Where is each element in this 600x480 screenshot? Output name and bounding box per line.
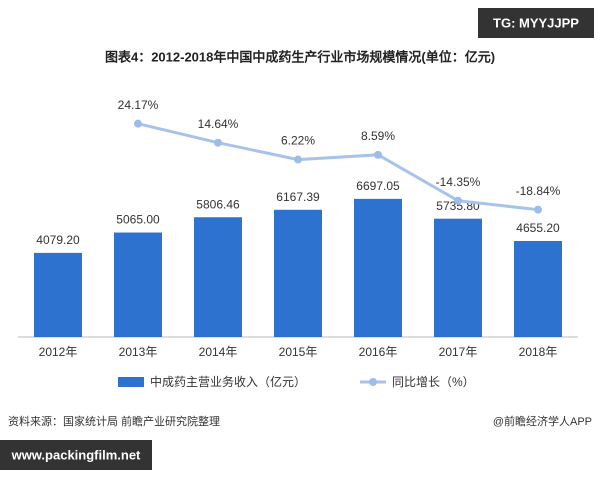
credit: @前瞻经济学人APP bbox=[493, 414, 592, 428]
data-label: 6697.05 bbox=[356, 179, 400, 193]
watermark: TG: MYYJJPP bbox=[493, 15, 579, 30]
bar bbox=[194, 217, 242, 337]
legend-swatch bbox=[369, 378, 377, 386]
legend-label: 中成药主营业务收入（亿元） bbox=[150, 374, 306, 389]
line-marker bbox=[534, 205, 542, 214]
data-label: 6167.39 bbox=[276, 190, 320, 204]
bar bbox=[354, 198, 402, 337]
bar bbox=[114, 232, 162, 337]
x-tick-label: 2017年 bbox=[439, 345, 478, 359]
x-tick-label: 2018年 bbox=[519, 345, 558, 359]
chart-title: 图表4：2012-2018年中国中成药生产行业市场规模情况(单位：亿元) bbox=[105, 49, 495, 64]
watermark-box bbox=[478, 8, 594, 38]
x-tick-label: 2014年 bbox=[199, 345, 238, 359]
data-label: 8.59% bbox=[361, 129, 395, 143]
x-tick-label: 2016年 bbox=[359, 345, 398, 359]
x-tick-label: 2013年 bbox=[119, 345, 158, 359]
x-tick-label: 2012年 bbox=[39, 345, 78, 359]
data-label: 6.22% bbox=[281, 134, 315, 148]
bar bbox=[434, 218, 482, 337]
line-marker bbox=[214, 138, 222, 147]
line-marker bbox=[374, 150, 382, 159]
line-marker bbox=[134, 119, 142, 128]
watermark-box bbox=[0, 440, 152, 470]
watermark: www.packingfilm.net bbox=[11, 447, 141, 462]
data-label: 5065.00 bbox=[116, 213, 160, 227]
data-label: -14.35% bbox=[436, 175, 481, 189]
data-label: 14.64% bbox=[198, 117, 239, 131]
bar bbox=[514, 240, 562, 337]
data-label: 4655.20 bbox=[516, 221, 560, 235]
legend-label: 同比增长（%） bbox=[392, 375, 475, 389]
line-marker bbox=[294, 155, 302, 164]
line bbox=[137, 122, 539, 212]
data-label: 24.17% bbox=[118, 98, 159, 112]
x-tick-label: 2015年 bbox=[279, 345, 318, 359]
bar bbox=[274, 209, 322, 337]
legend-swatch bbox=[118, 377, 144, 387]
bar bbox=[34, 252, 82, 337]
source: 资料来源：国家统计局 前瞻产业研究院整理 bbox=[8, 414, 220, 428]
data-label: -18.84% bbox=[516, 184, 561, 198]
data-label: 5806.46 bbox=[196, 197, 240, 211]
line-marker bbox=[454, 196, 462, 205]
data-label: 4079.20 bbox=[36, 233, 80, 247]
